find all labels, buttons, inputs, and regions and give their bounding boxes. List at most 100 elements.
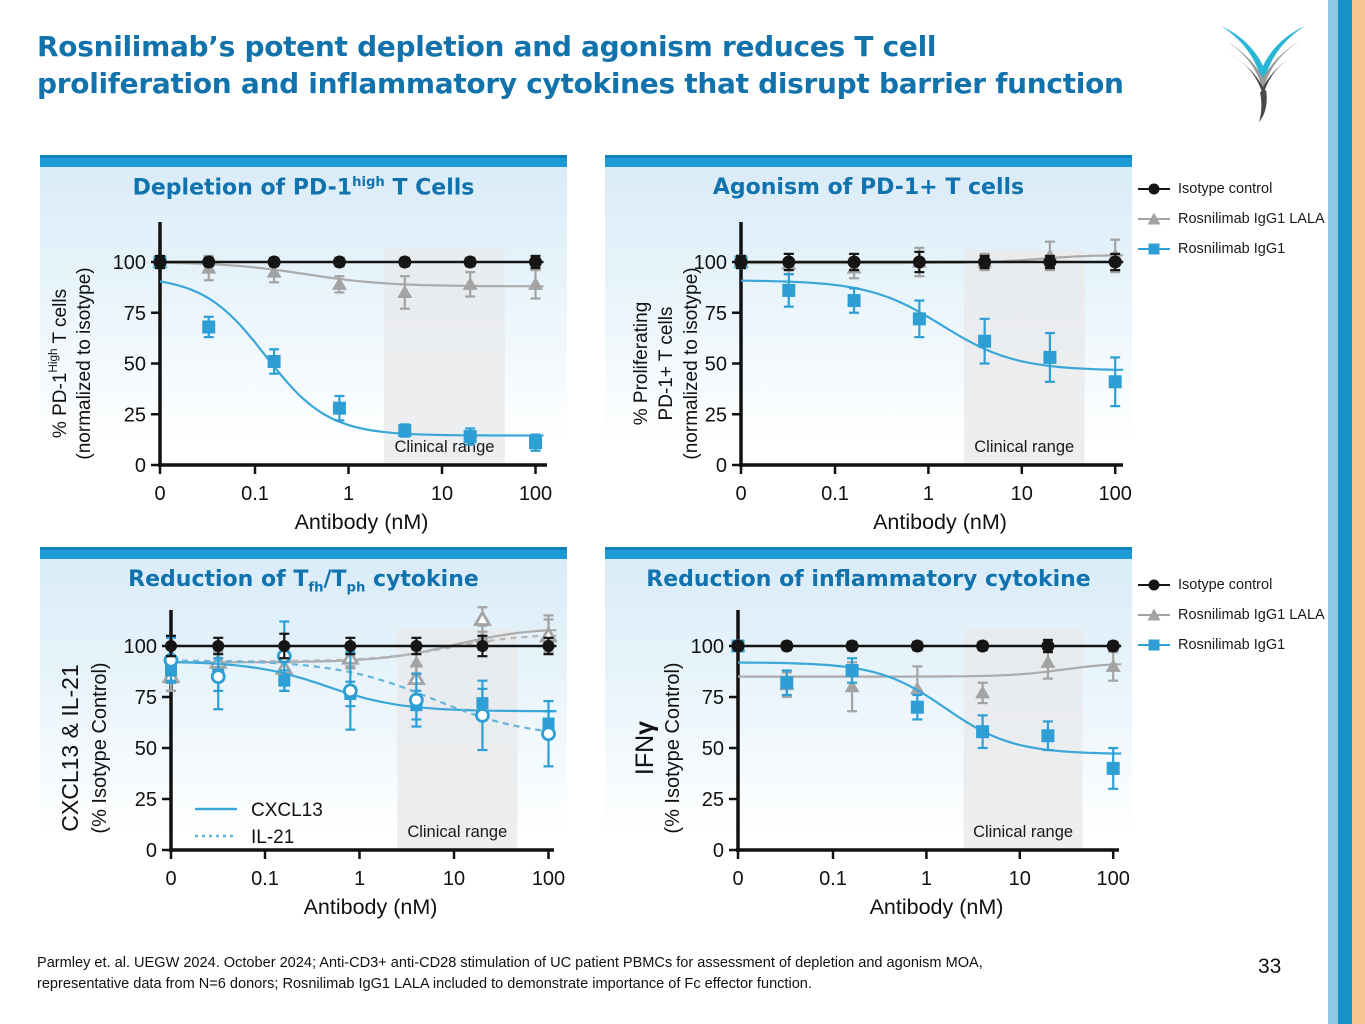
svg-text:Clinical range: Clinical range [394,438,494,456]
svg-text:0.1: 0.1 [241,483,269,505]
panel-header-bar [40,547,567,559]
svg-text:100: 100 [113,252,146,274]
svg-text:0.1: 0.1 [251,868,279,890]
legend-item: Rosnilimab IgG1 [1138,630,1318,660]
svg-text:100: 100 [691,636,724,658]
company-logo-icon [1221,26,1305,122]
svg-text:0: 0 [146,840,157,862]
svg-text:(normalized to isotype): (normalized to isotype) [74,267,95,459]
svg-text:(% Isotype Control): (% Isotype Control) [662,662,684,833]
svg-text:10: 10 [1009,868,1031,890]
svg-text:100: 100 [1099,483,1132,505]
edge-stripe-tan [1352,0,1365,1024]
svg-text:100: 100 [519,483,552,505]
svg-text:25: 25 [135,789,157,811]
svg-text:0: 0 [135,455,146,477]
svg-text:0.1: 0.1 [819,868,847,890]
svg-text:100: 100 [1097,868,1130,890]
circle-marker-icon [1138,183,1170,195]
svg-text:(% Isotype Control): (% Isotype Control) [89,662,111,833]
svg-text:1: 1 [921,868,932,890]
legend-label: Rosnilimab IgG1 [1178,241,1286,257]
slide-title-line2: proliferation and inflammatory cytokines… [37,67,1124,100]
square-marker-icon [1138,243,1170,255]
svg-text:50: 50 [702,738,724,760]
panel-title: Depletion of PD-1high T Cells [132,175,475,201]
legend-top: Isotype control Rosnilimab IgG1 LALA Rosni… [1138,174,1325,264]
svg-text:50: 50 [705,354,727,376]
panel-title: Reduction of Tfh/Tph cytokine [128,567,479,596]
svg-text:0: 0 [154,483,165,505]
chart-depletion: Clinical range 0 25 50 75 100 0 0.1 1 10 100 Antibo… [46,222,552,534]
legend-bottom: Isotype control Rosnilimab IgG1 LALA Rosni… [1138,570,1325,660]
footer-line2: representative data from N=6 donors; Ros… [37,975,812,992]
svg-text:50: 50 [135,738,157,760]
svg-text:CXCL13: CXCL13 [251,800,323,821]
legend-item: Isotype control [1138,570,1318,600]
svg-text:(normalized to isotype): (normalized to isotype) [681,267,702,459]
svg-text:Antibody (nM): Antibody (nM) [873,510,1007,534]
svg-text:0: 0 [732,868,743,890]
svg-text:25: 25 [702,789,724,811]
edge-stripe-dark-blue [1338,0,1352,1024]
svg-text:50: 50 [124,354,146,376]
svg-text:10: 10 [1011,483,1033,505]
page-number: 33 [1258,955,1282,978]
svg-text:0: 0 [713,840,724,862]
panel-header-bar [605,155,1132,167]
svg-text:Antibody (nM): Antibody (nM) [304,895,438,919]
svg-text:IL-21: IL-21 [251,827,294,848]
svg-text:1: 1 [354,868,365,890]
panel-title: Reduction of inflammatory cytokine [646,567,1091,592]
legend-label: Rosnilimab IgG1 LALA [1178,607,1325,623]
svg-text:10: 10 [431,483,453,505]
circle-marker-icon [1138,579,1170,591]
edge-stripe-light-blue [1328,0,1338,1024]
slide-title-line1: Rosnilimab’s potent depletion and agonis… [37,30,937,63]
footer-citation: Parmley et. al. UEGW 2024. October 2024;… [37,952,1182,994]
square-marker-icon [1138,639,1170,651]
panel-inflammatory-cytokine: Reduction of inflammatory cytokine Clini… [605,547,1132,935]
svg-text:75: 75 [135,687,157,709]
svg-text:10: 10 [443,868,465,890]
legend-label: Isotype control [1178,181,1273,197]
svg-text:75: 75 [702,687,724,709]
legend-label: Rosnilimab IgG1 [1178,637,1286,653]
svg-text:Antibody (nM): Antibody (nM) [295,510,429,534]
svg-text:% Proliferating: % Proliferating [631,302,652,426]
svg-text:1: 1 [923,483,934,505]
legend-item: Isotype control [1138,174,1318,204]
triangle-marker-icon [1138,608,1170,621]
slide-title: Rosnilimab’s potent depletion and agonis… [37,28,1207,102]
panel-agonism: Agonism of PD-1+ T cells Clinical range 0… [605,155,1132,543]
svg-text:% PD-1High T cells: % PD-1High T cells [46,289,70,438]
chart-inflammatory-cytokine: Clinical range 0 25 50 75 100 0 0.1 1 10 100 Antibo… [631,610,1130,919]
legend-label: Rosnilimab IgG1 LALA [1178,211,1325,227]
legend-item: Rosnilimab IgG1 [1138,234,1318,264]
svg-text:Clinical range: Clinical range [407,823,507,841]
svg-text:IFNγ: IFNγ [631,721,659,775]
svg-text:0: 0 [165,868,176,890]
svg-text:100: 100 [532,868,565,890]
svg-text:0: 0 [735,483,746,505]
svg-text:Clinical range: Clinical range [973,823,1073,841]
svg-text:0: 0 [716,455,727,477]
svg-text:0.1: 0.1 [821,483,849,505]
legend-item: Rosnilimab IgG1 LALA [1138,600,1325,630]
svg-text:100: 100 [694,252,727,274]
svg-text:75: 75 [124,303,146,325]
legend-label: Isotype control [1178,577,1273,593]
svg-text:CXCL13 & IL-21: CXCL13 & IL-21 [57,664,83,831]
panel-depletion: Depletion of PD-1high T Cells Clinical r… [40,155,567,543]
svg-text:Antibody (nM): Antibody (nM) [870,895,1004,919]
triangle-marker-icon [1138,212,1170,225]
panel-header-bar [605,547,1132,559]
svg-text:25: 25 [124,404,146,426]
chart-tfh-tph-cytokine: Clinical range 0 25 50 75 100 0 0.1 1 10 100 Antibo… [57,606,565,919]
legend-item: Rosnilimab IgG1 LALA [1138,204,1325,234]
svg-text:1: 1 [343,483,354,505]
panel-tfh-tph-cytokine: Reduction of Tfh/Tph cytokine Clinical r… [40,547,567,935]
svg-text:25: 25 [705,404,727,426]
panel-title: Agonism of PD-1+ T cells [712,175,1025,200]
panel-header-bar [40,155,567,167]
